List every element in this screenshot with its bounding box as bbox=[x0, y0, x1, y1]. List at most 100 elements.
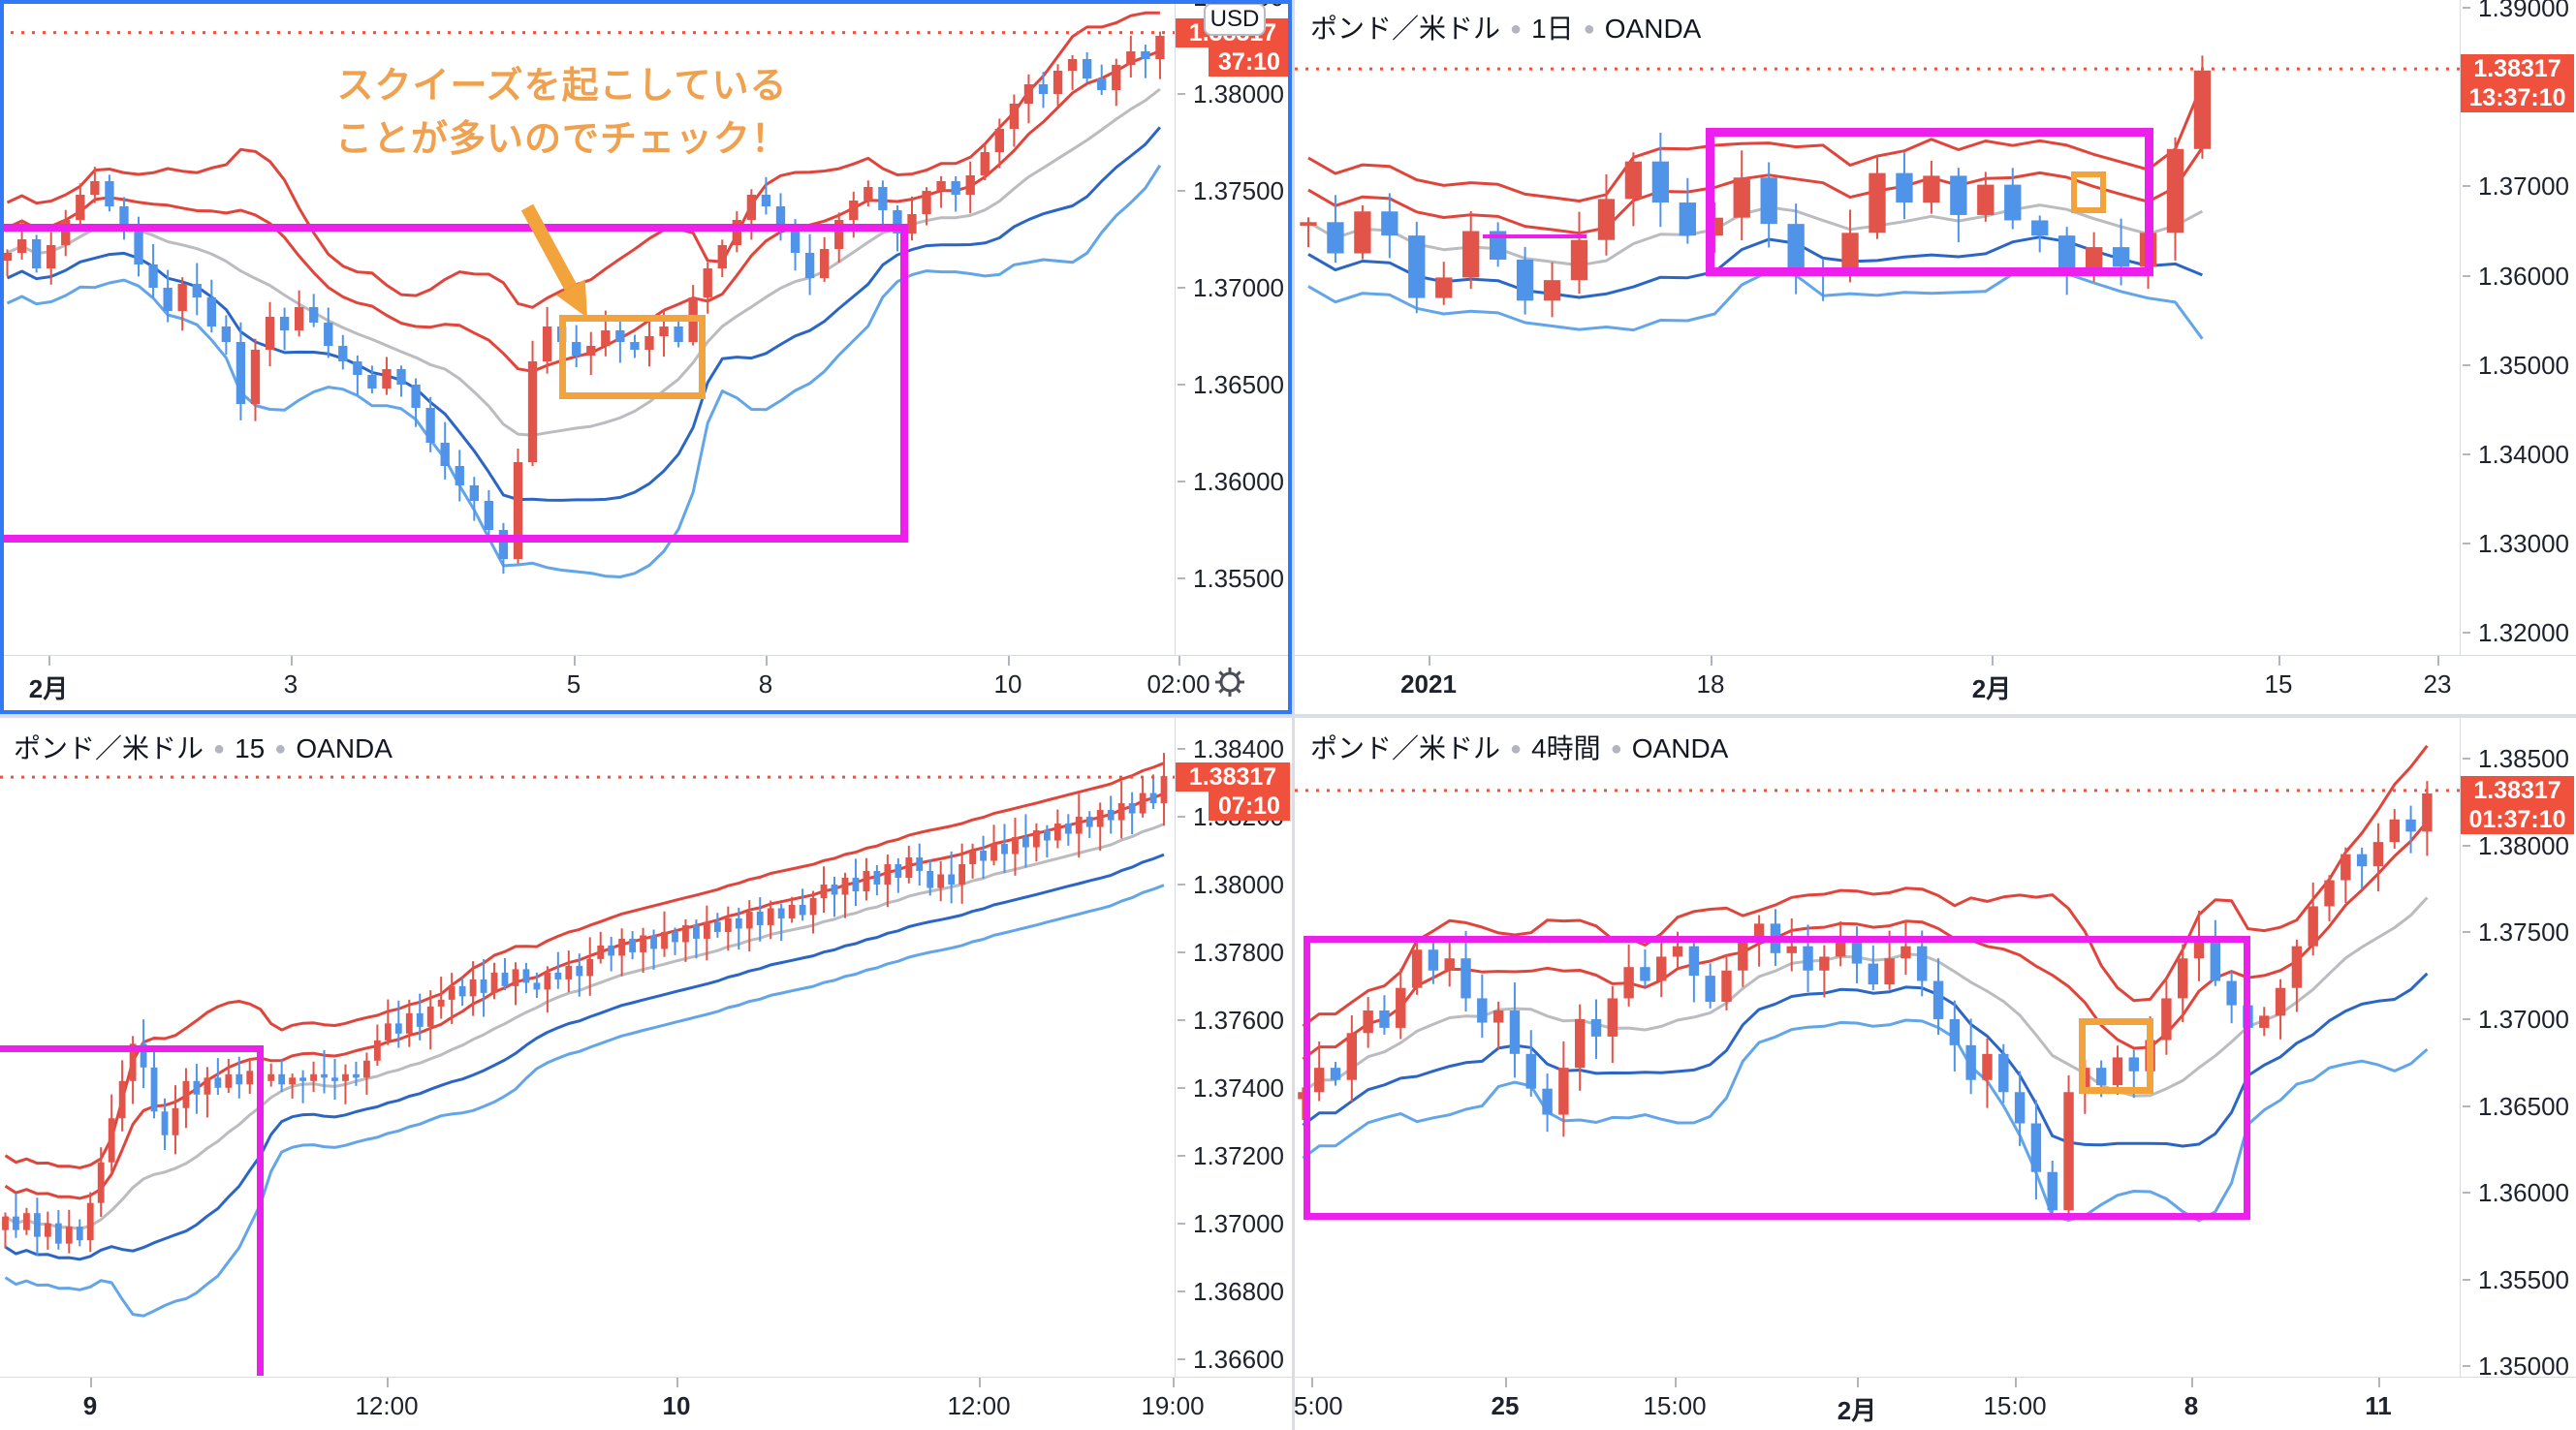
time-axis-label: 12:00 bbox=[355, 1391, 419, 1420]
price-axis-label: 1.36800 bbox=[1193, 1276, 1284, 1306]
price-axis[interactable]: 1.385001.380001.375001.370001.365001.360… bbox=[1175, 0, 1292, 655]
price-axis-label: 1.38400 bbox=[1193, 734, 1284, 764]
time-axis-label: 10 bbox=[662, 1391, 691, 1420]
currency-chip-button[interactable]: USD bbox=[1204, 3, 1266, 36]
price-axis-label: 1.35500 bbox=[2478, 1264, 2569, 1294]
price-axis-label: 1.36000 bbox=[1193, 467, 1284, 496]
chart-plot-area[interactable] bbox=[1295, 0, 2460, 654]
price-axis-label: 1.36500 bbox=[1193, 370, 1284, 399]
price-tick bbox=[2463, 452, 2470, 455]
price-axis-label: 1.33000 bbox=[2478, 528, 2569, 558]
symbol-name: ポンド／米ドル bbox=[14, 733, 204, 763]
countdown-label: 07:10 bbox=[1209, 792, 1290, 821]
price-tick bbox=[2463, 363, 2470, 366]
price-tick bbox=[2463, 1104, 2470, 1107]
time-axis-label: 2月 bbox=[28, 674, 69, 703]
time-tick bbox=[2437, 656, 2439, 666]
time-tick bbox=[766, 656, 768, 666]
price-tick bbox=[2463, 185, 2470, 188]
chart-plot-area[interactable] bbox=[0, 719, 1175, 1376]
time-axis-label: 19:00 bbox=[1141, 1391, 1205, 1420]
price-axis-label: 1.37000 bbox=[1193, 1208, 1284, 1238]
price-tick bbox=[1178, 883, 1185, 886]
time-axis[interactable]: 2021 18 2月 15 23 bbox=[1295, 655, 2576, 714]
time-axis-label: 15:00 bbox=[1983, 1391, 2047, 1420]
price-axis-label: 1.35000 bbox=[2478, 350, 2569, 380]
chart-title: ポンド／米ドル ● 15 ● OANDA bbox=[14, 733, 393, 763]
countdown-label: 37:10 bbox=[1209, 47, 1290, 77]
time-tick bbox=[574, 656, 576, 666]
chart-plot-area[interactable] bbox=[0, 0, 1175, 654]
time-axis[interactable]: 9 12:00 10 12:00 19:00 bbox=[0, 1377, 1292, 1430]
price-axis-label: 1.38000 bbox=[1193, 79, 1284, 109]
price-tick bbox=[1178, 1086, 1185, 1089]
pane-bottom-right[interactable]: ポンド／米ドル ● 4時間 ● OANDA 1.38500 1.38000 1.37500 1… bbox=[1295, 718, 2576, 1430]
exchange-label: OANDA bbox=[296, 733, 393, 763]
price-axis-label: 1.38000 bbox=[2478, 830, 2569, 860]
time-axis-label: 8 bbox=[2183, 1391, 2199, 1420]
time-axis-label: 15:00 bbox=[1643, 1391, 1707, 1420]
price-axis-label: 1.37000 bbox=[2478, 1004, 2569, 1034]
symbol-name: ポンド／米ドル bbox=[1310, 14, 1501, 44]
price-axis-label: 1.36000 bbox=[2478, 261, 2569, 291]
time-tick bbox=[1429, 656, 1430, 666]
time-axis[interactable]: 15:00 25 15:00 2月 15:00 8 11 bbox=[1295, 1377, 2576, 1430]
price-axis-label: 1.38000 bbox=[1193, 869, 1284, 899]
time-axis-label: 25 bbox=[1491, 1391, 1520, 1420]
price-axis-label: 1.37500 bbox=[2478, 917, 2569, 948]
time-axis-label: 2月 bbox=[1837, 1396, 1877, 1425]
price-tick bbox=[1178, 1222, 1185, 1225]
price-tick bbox=[2463, 7, 2470, 10]
pane-top-right[interactable]: ポンド／米ドル●1日●OANDA 1.390001.380001.370001.… bbox=[1295, 0, 2576, 714]
price-axis-label: 1.37800 bbox=[1193, 937, 1284, 967]
time-tick bbox=[1178, 656, 1180, 666]
time-axis[interactable]: 2月 3 5 8 10 02:00 bbox=[0, 655, 1292, 714]
gear-icon[interactable] bbox=[1211, 664, 1248, 700]
squeeze-annotation[interactable]: スクイーズを起こしている ことが多いのでチェック！ bbox=[320, 60, 804, 167]
annotation-line1: スクイーズを起こしている bbox=[336, 66, 788, 107]
time-tick bbox=[979, 1378, 981, 1387]
price-axis-label: 1.36000 bbox=[2478, 1178, 2569, 1208]
price-axis-label: 1.37000 bbox=[2478, 171, 2569, 202]
price-tick bbox=[1178, 748, 1185, 751]
chart-plot-area[interactable] bbox=[1295, 719, 2460, 1376]
time-axis-label: 3 bbox=[283, 669, 298, 699]
price-tick bbox=[1178, 1018, 1185, 1021]
price-tick bbox=[2463, 274, 2470, 277]
price-axis[interactable]: 1.384001.382001.380001.378001.376001.374… bbox=[1175, 718, 1292, 1377]
price-axis-label: 1.35500 bbox=[1193, 564, 1284, 593]
countdown-label: 13:37:10 bbox=[2461, 83, 2574, 112]
time-tick bbox=[2191, 1378, 2193, 1387]
pane-bottom-left[interactable]: ポンド／米ドル●15●OANDA 1.384001.382001.380001.… bbox=[0, 718, 1292, 1430]
chart-title: ポンド／米ドル ● 1日 ● OANDA bbox=[1310, 14, 1702, 44]
pane-top-left[interactable]: スクイーズを起こしている ことが多いのでチェック！ 1.385001.38000… bbox=[0, 0, 1292, 714]
price-axis-label: 1.38500 bbox=[2478, 744, 2569, 774]
price-tick bbox=[2463, 542, 2470, 544]
exchange-label: OANDA bbox=[1604, 14, 1702, 44]
interval-label: 15 bbox=[235, 733, 266, 763]
time-tick bbox=[90, 1378, 92, 1387]
price-axis-label: 1.39000 bbox=[2478, 0, 2569, 23]
price-axis-label: 1.37500 bbox=[1193, 176, 1284, 205]
time-tick bbox=[1711, 656, 1712, 666]
price-tick bbox=[2463, 931, 2470, 934]
time-axis-label: 9 bbox=[82, 1391, 98, 1420]
time-tick bbox=[1173, 1378, 1175, 1387]
price-axis-label: 1.35000 bbox=[2478, 1352, 2569, 1382]
price-tick bbox=[1178, 1290, 1185, 1292]
price-tick bbox=[2463, 758, 2470, 761]
current-price-label: 1.38317 bbox=[1176, 762, 1290, 792]
time-axis-label: 23 bbox=[2423, 669, 2452, 699]
time-tick bbox=[291, 656, 293, 666]
price-axis-label: 1.37000 bbox=[1193, 273, 1284, 302]
price-tick bbox=[2463, 1017, 2470, 1020]
time-tick bbox=[2378, 1378, 2380, 1387]
price-tick bbox=[2463, 844, 2470, 847]
price-axis-label: 1.36600 bbox=[1193, 1344, 1284, 1374]
time-axis-label: 11 bbox=[2365, 1391, 2392, 1420]
price-tick bbox=[1178, 287, 1185, 289]
time-axis-label: 15:00 bbox=[1295, 1391, 1343, 1420]
price-tick bbox=[1178, 1154, 1185, 1157]
time-axis-label: 5 bbox=[566, 669, 581, 699]
